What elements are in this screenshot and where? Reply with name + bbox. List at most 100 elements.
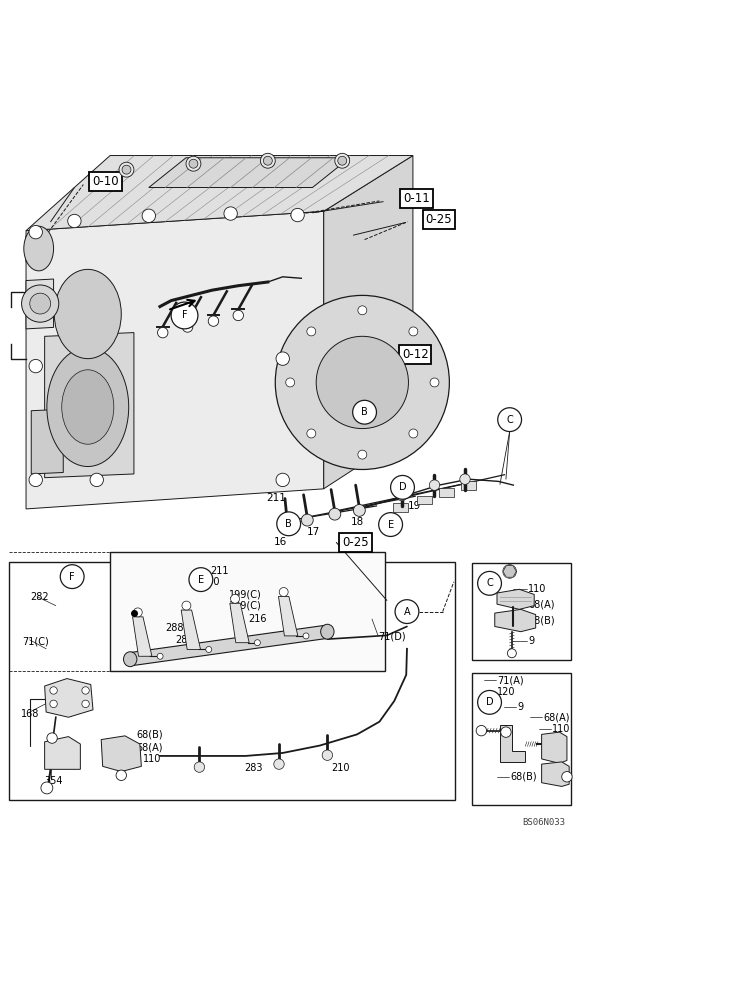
Text: 199(C): 199(C) <box>229 601 262 611</box>
Text: 290: 290 <box>201 577 219 587</box>
Circle shape <box>286 378 295 387</box>
Text: 16: 16 <box>274 537 287 547</box>
Polygon shape <box>132 617 152 656</box>
Circle shape <box>409 327 418 336</box>
Polygon shape <box>324 156 413 489</box>
Circle shape <box>50 687 57 694</box>
Circle shape <box>186 156 201 171</box>
Polygon shape <box>495 609 536 632</box>
Polygon shape <box>542 732 567 763</box>
Circle shape <box>478 571 501 595</box>
Circle shape <box>507 649 516 658</box>
Circle shape <box>329 508 341 520</box>
Text: 71(C): 71(C) <box>22 636 49 646</box>
Text: 71(D): 71(D) <box>378 632 405 642</box>
Circle shape <box>194 762 205 772</box>
Polygon shape <box>45 679 93 717</box>
Text: C: C <box>486 578 493 588</box>
Text: 68(B): 68(B) <box>136 729 163 739</box>
Text: 211: 211 <box>266 493 286 503</box>
Circle shape <box>158 327 168 338</box>
Polygon shape <box>45 333 134 478</box>
Polygon shape <box>45 737 80 769</box>
Text: 282: 282 <box>30 592 48 602</box>
Circle shape <box>358 450 367 459</box>
Circle shape <box>397 490 407 501</box>
Text: 17: 17 <box>307 527 321 537</box>
Text: 210: 210 <box>331 763 350 773</box>
Polygon shape <box>500 725 525 762</box>
Text: 9: 9 <box>517 702 523 712</box>
Circle shape <box>22 285 59 322</box>
Polygon shape <box>149 158 350 188</box>
Polygon shape <box>503 566 516 577</box>
Circle shape <box>409 429 418 438</box>
Circle shape <box>119 162 134 177</box>
Text: 168: 168 <box>21 709 39 719</box>
Circle shape <box>171 302 198 329</box>
Circle shape <box>60 565 84 589</box>
Circle shape <box>30 293 51 314</box>
Text: 199(C): 199(C) <box>229 589 262 599</box>
Circle shape <box>358 306 367 315</box>
Circle shape <box>429 480 440 490</box>
Text: D: D <box>399 482 406 492</box>
Circle shape <box>82 700 89 708</box>
Polygon shape <box>417 496 432 504</box>
Circle shape <box>116 770 126 780</box>
Text: 283: 283 <box>244 763 263 773</box>
Polygon shape <box>393 503 408 512</box>
Circle shape <box>208 316 219 326</box>
Circle shape <box>224 207 237 220</box>
Text: 68(B): 68(B) <box>528 616 555 626</box>
Circle shape <box>353 400 376 424</box>
Text: 120: 120 <box>497 687 516 697</box>
Text: A: A <box>404 607 410 617</box>
Text: D: D <box>486 697 493 707</box>
Polygon shape <box>101 736 141 772</box>
Text: 216: 216 <box>248 614 267 624</box>
Text: BS06N033: BS06N033 <box>522 818 565 827</box>
Circle shape <box>29 473 42 487</box>
Ellipse shape <box>321 624 334 639</box>
Circle shape <box>122 165 131 174</box>
Circle shape <box>68 214 81 228</box>
Ellipse shape <box>47 347 129 467</box>
Text: 19: 19 <box>408 501 421 511</box>
Bar <box>9 562 455 800</box>
Circle shape <box>41 782 53 794</box>
Circle shape <box>82 687 89 694</box>
Circle shape <box>430 378 439 387</box>
Circle shape <box>335 153 350 168</box>
Circle shape <box>562 772 572 782</box>
Text: C: C <box>506 415 513 425</box>
Circle shape <box>133 608 142 617</box>
Circle shape <box>50 700 57 708</box>
Polygon shape <box>542 762 569 786</box>
Text: 110: 110 <box>552 724 571 734</box>
Bar <box>110 552 385 671</box>
Circle shape <box>47 733 57 743</box>
Circle shape <box>275 295 449 469</box>
Text: 68(A): 68(A) <box>136 742 163 752</box>
Text: 0-11: 0-11 <box>403 192 430 205</box>
Circle shape <box>233 310 243 321</box>
Polygon shape <box>230 603 249 643</box>
Polygon shape <box>26 156 413 231</box>
Text: E: E <box>388 520 394 530</box>
Polygon shape <box>31 409 63 474</box>
Circle shape <box>260 153 275 168</box>
Circle shape <box>301 514 313 526</box>
Circle shape <box>231 594 240 603</box>
Text: 288: 288 <box>165 623 184 633</box>
Circle shape <box>206 647 212 652</box>
Circle shape <box>322 750 333 760</box>
Circle shape <box>307 429 315 438</box>
Circle shape <box>277 512 301 536</box>
Polygon shape <box>182 610 201 649</box>
Circle shape <box>303 633 309 639</box>
Circle shape <box>189 159 198 168</box>
Circle shape <box>276 473 289 487</box>
Text: 9: 9 <box>528 636 534 646</box>
Polygon shape <box>26 234 48 262</box>
